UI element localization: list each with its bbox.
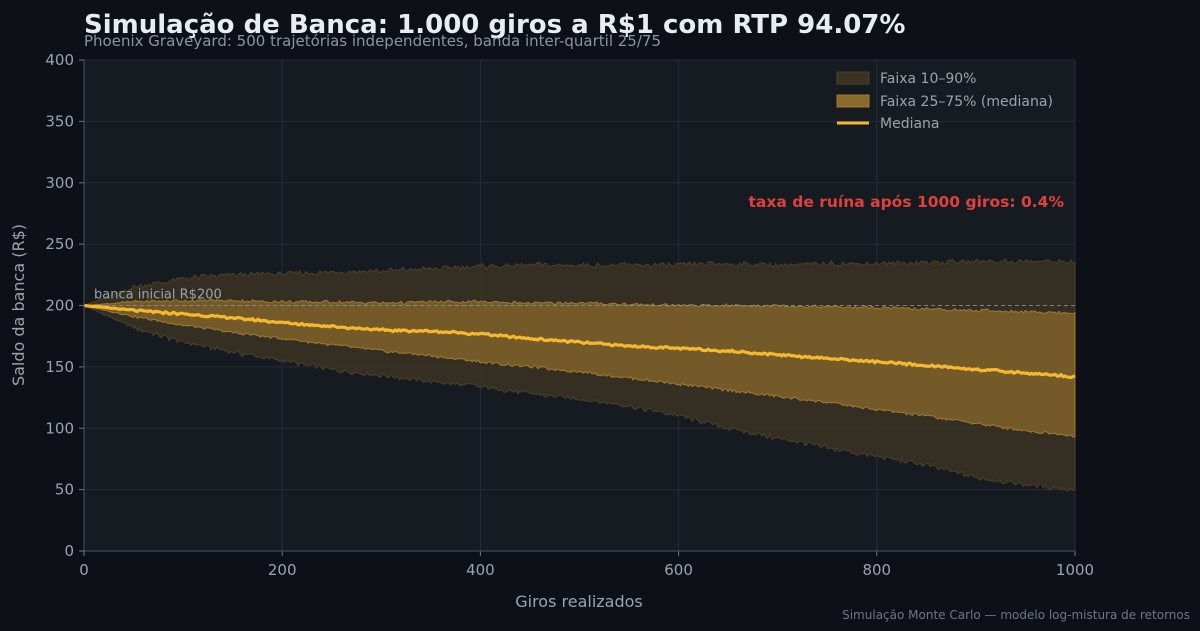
chart-subtitle: Phoenix Graveyard: 500 trajetórias indep… [84, 32, 661, 50]
ruin-rate-annotation: taxa de ruína após 1000 giros: 0.4% [749, 193, 1065, 211]
x-tick-label: 400 [466, 561, 495, 579]
y-tick-label: 200 [45, 297, 74, 315]
y-tick-label: 150 [45, 358, 74, 376]
median-line [83, 303, 1076, 380]
y-tick-label: 100 [45, 419, 74, 437]
legend-label-band-25-75: Faixa 25–75% (mediana) [880, 94, 1053, 110]
y-tick-label: 400 [45, 51, 74, 69]
legend-label-median: Mediana [880, 116, 940, 132]
x-tick-label: 1000 [1056, 561, 1094, 579]
legend-label-band-10-90: Faixa 10–90% [880, 71, 976, 87]
y-tick-label: 50 [55, 481, 74, 499]
band-25-75 [83, 298, 1076, 438]
axes: 0 50 100 150 200 250 300 350 400 0 200 400 600 800 100… [45, 51, 1094, 579]
x-axis-label: Giros realizados [515, 592, 643, 611]
y-tick-label: 0 [64, 542, 74, 560]
footer-note: Simulação Monte Carlo — modelo log-mistu… [842, 608, 1190, 622]
x-tick-label: 800 [862, 561, 891, 579]
y-tick-label: 350 [45, 112, 74, 130]
chart-title: Simulação de Banca: 1.000 giros a R$1 co… [84, 10, 905, 40]
x-tick-label: 0 [79, 561, 89, 579]
y-tick-label: 300 [45, 174, 74, 192]
x-tick-label: 600 [664, 561, 693, 579]
y-tick-label: 250 [45, 235, 74, 253]
reference-line-label: banca inicial R$200 [94, 288, 222, 303]
legend: Faixa 10–90% Faixa 25–75% (mediana) Medi… [836, 71, 1053, 132]
y-axis-label: Saldo da banca (R$) [9, 224, 28, 386]
x-tick-label: 200 [268, 561, 297, 579]
legend-swatch-band-25-75 [836, 94, 870, 108]
legend-swatch-band-10-90 [836, 71, 870, 85]
